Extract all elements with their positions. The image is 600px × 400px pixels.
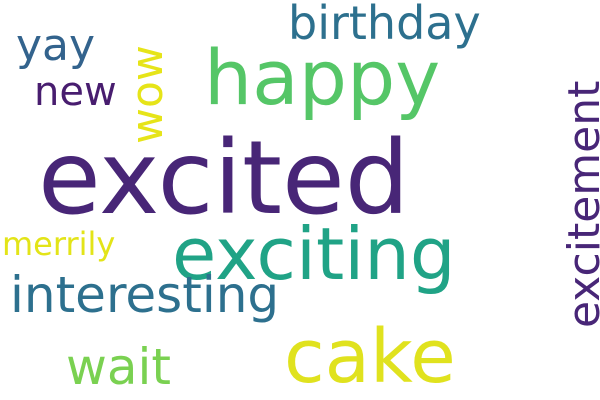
word-interesting: interesting (10, 266, 280, 324)
word-cake: cake (284, 314, 456, 400)
word-excited: excited (38, 119, 410, 238)
word-yay: yay (16, 20, 96, 71)
word-merrily: merrily (2, 225, 116, 263)
word-exciting: exciting (172, 212, 456, 296)
word-excitement: excitement (559, 80, 600, 328)
word-birthday: birthday (288, 0, 481, 50)
word-happy: happy (204, 33, 441, 122)
word-wait: wait (66, 338, 172, 396)
word-new: new (34, 69, 117, 115)
